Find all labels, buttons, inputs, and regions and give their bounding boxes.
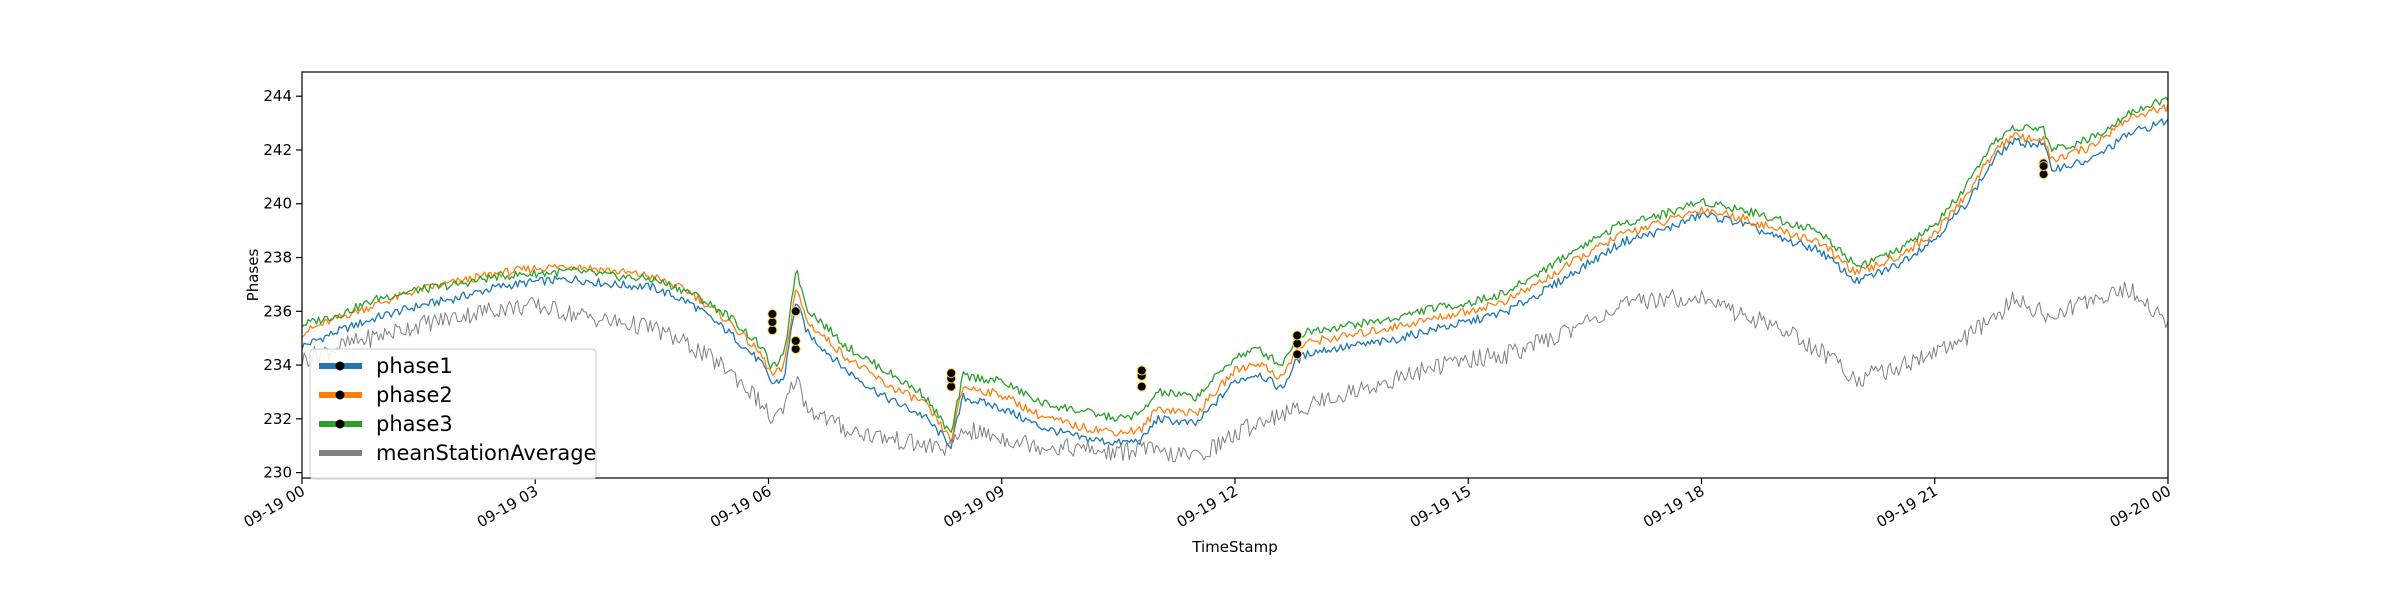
legend-label-meanStationAverage: meanStationAverage: [376, 441, 596, 465]
legend-marker-phase3: [335, 419, 345, 429]
y-tick-label-0: 230: [263, 464, 292, 482]
y-axis-label: Phases: [244, 249, 262, 302]
series-line-phase2: [301, 103, 2169, 444]
marker-layer: [767, 158, 2049, 392]
marker-point-5-2: [2038, 161, 2049, 172]
series-layer: [301, 96, 2169, 463]
legend-label-phase2: phase2: [376, 383, 453, 407]
y-tick-label-7: 244: [263, 87, 292, 105]
legend: phase1 phase2 phase3 meanStationAverage: [309, 348, 597, 480]
marker-point-4-0: [1292, 349, 1303, 360]
marker-point-1-1: [790, 335, 801, 346]
y-axis: 230 232 234 236 238 240 242 244: [263, 87, 302, 482]
marker-point-4-2: [1292, 330, 1303, 341]
y-tick-label-2: 234: [263, 356, 292, 374]
marker-point-1-2: [790, 306, 801, 317]
legend-box: [309, 348, 597, 480]
marker-point-3-0: [1136, 381, 1147, 392]
legend-marker-phase1: [335, 361, 345, 371]
y-tick-label-3: 236: [263, 302, 292, 320]
y-tick-label-1: 232: [263, 410, 292, 428]
y-tick-label-4: 238: [263, 249, 292, 267]
y-tick-label-5: 240: [263, 195, 292, 213]
marker-point-0-2: [767, 308, 778, 319]
y-tick-label-6: 242: [263, 141, 292, 159]
series-line-phase3: [301, 96, 2169, 433]
series-line-meanStationAverage: [301, 281, 2169, 463]
legend-label-phase3: phase3: [376, 412, 453, 436]
series-line-phase1: [301, 118, 2169, 450]
marker-point-2-2: [946, 368, 957, 379]
x-axis-label: TimeStamp: [1191, 538, 1277, 556]
legend-label-phase1: phase1: [376, 354, 453, 378]
legend-marker-phase2: [335, 390, 345, 400]
marker-point-3-2: [1136, 365, 1147, 376]
